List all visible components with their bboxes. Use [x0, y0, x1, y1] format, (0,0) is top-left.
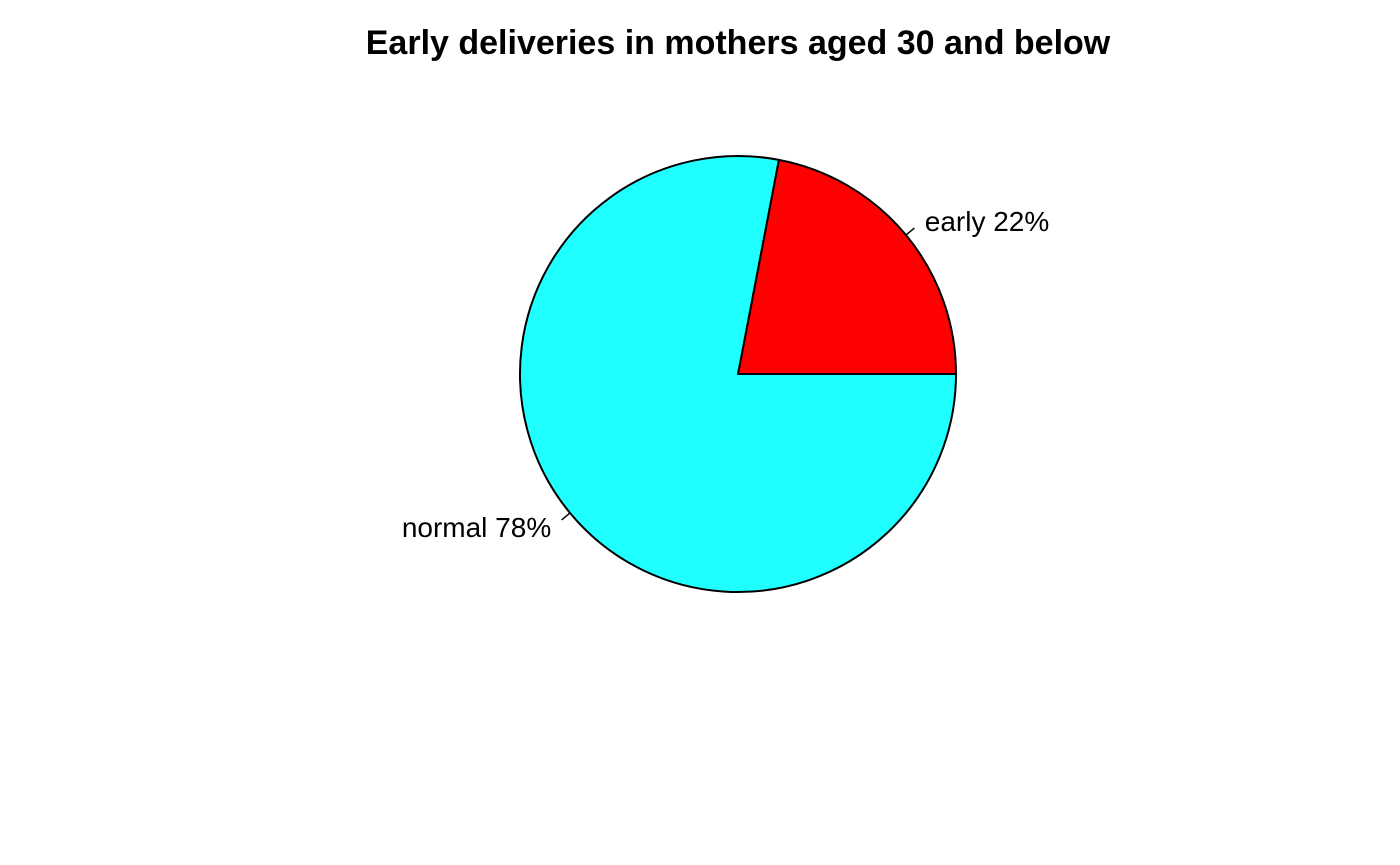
- pie-label-early: early 22%: [925, 206, 1050, 237]
- pie-slices: [519, 155, 957, 593]
- chart-title: Early deliveries in mothers aged 30 and …: [366, 24, 1111, 62]
- pie-leader-normal: [561, 512, 571, 521]
- pie-slice-early: [737, 158, 957, 375]
- pie-leader-early: [905, 227, 915, 236]
- pie-label-normal: normal 78%: [402, 512, 551, 543]
- pie-slice-normal: [519, 155, 957, 593]
- pie-labels: early 22% normal 78%: [402, 206, 1049, 543]
